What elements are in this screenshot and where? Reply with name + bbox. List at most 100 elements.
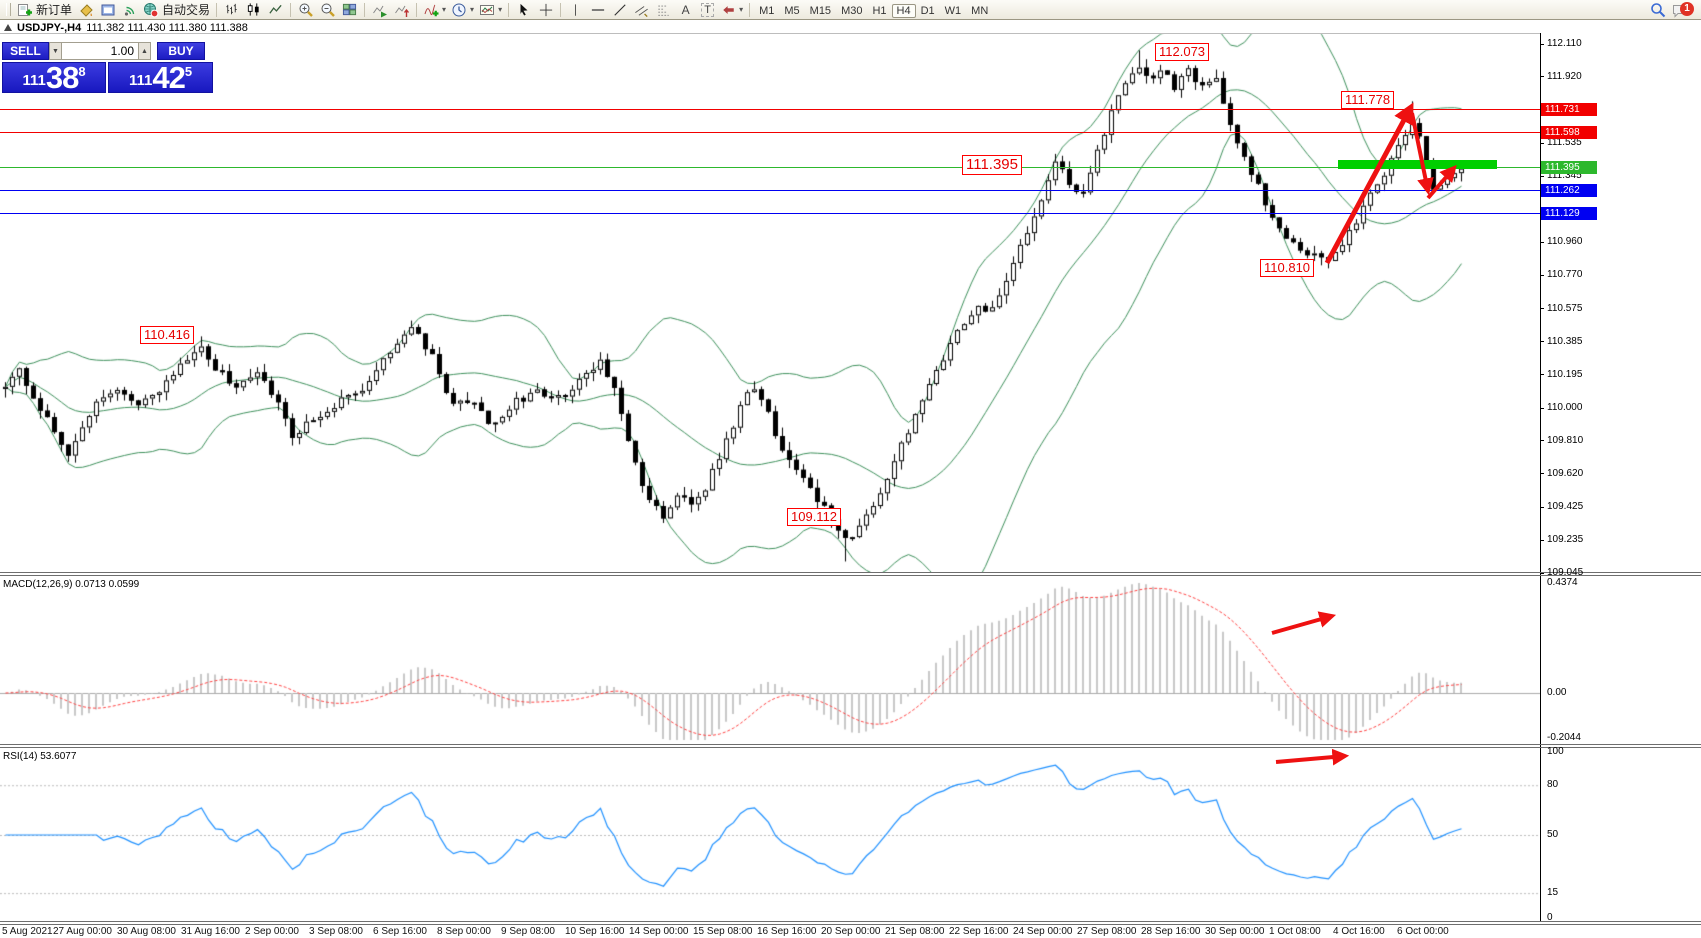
rsi-axis-label: 80	[1547, 779, 1559, 791]
time-axis-label: 6 Sep 16:00	[373, 926, 427, 937]
profiles-button[interactable]	[97, 1, 118, 18]
volume-input[interactable]: 1.00	[62, 42, 138, 60]
search-icon[interactable]	[1650, 2, 1666, 18]
tile-windows-icon	[342, 3, 357, 16]
price-level-line[interactable]	[0, 131, 1540, 133]
timeframe-M30[interactable]: M30	[841, 4, 863, 17]
toolbar-separator	[216, 2, 218, 17]
price-chart-canvas[interactable]	[0, 33, 1540, 572]
candlestick-chart-button[interactable]	[243, 1, 264, 18]
rsi-panel-canvas[interactable]	[0, 748, 1540, 920]
sell-button[interactable]: SELL	[2, 42, 49, 60]
notification-count-badge: 1	[1680, 1, 1694, 16]
timeframe-M15[interactable]: M15	[809, 4, 832, 17]
periods-button[interactable]: ▾	[449, 1, 476, 18]
zoom-out-icon	[321, 3, 335, 17]
new-order-button[interactable]: 新订单	[15, 1, 74, 18]
toolbar-grip[interactable]	[6, 3, 11, 16]
trendline-button[interactable]	[609, 1, 630, 18]
sell-price-display[interactable]: 111 38 8	[2, 62, 106, 93]
bar-chart-button[interactable]	[221, 1, 242, 18]
auto-trading-button[interactable]: 自动交易	[141, 1, 212, 18]
buy-button[interactable]: BUY	[157, 42, 205, 60]
y-axis-tick-label: 109.810	[1547, 434, 1584, 446]
auto-trading-icon	[144, 2, 159, 17]
zoom-in-icon	[299, 3, 313, 17]
highlight-zone[interactable]	[1338, 160, 1497, 169]
templates-button[interactable]: ▾	[477, 1, 504, 18]
clock-icon	[452, 3, 466, 16]
y-axis-tick	[1540, 76, 1544, 78]
auto-scroll-button[interactable]	[369, 1, 390, 18]
time-axis-label: 5 Aug 2021	[2, 926, 53, 937]
price-level-axis-label: 111.395	[1541, 161, 1597, 175]
fibonacci-button[interactable]	[653, 1, 674, 18]
timeframe-M1[interactable]: M1	[759, 4, 775, 17]
time-axis-label: 27 Sep 08:00	[1077, 926, 1137, 937]
panel-separator[interactable]	[0, 747, 1701, 748]
macd-axis-label: 0.00	[1547, 687, 1567, 698]
y-axis-tick-label: 111.535	[1547, 137, 1582, 149]
timeframe-MN[interactable]: MN	[971, 4, 989, 17]
zoom-out-button[interactable]	[317, 1, 338, 18]
ohlc-quote-text: 111.382 111.430 111.380 111.388	[86, 21, 248, 34]
price-annotation-label[interactable]: 109.112	[787, 508, 842, 526]
panel-separator[interactable]	[0, 575, 1701, 576]
time-axis-label: 30 Sep 00:00	[1205, 926, 1265, 937]
time-axis-label: 3 Sep 08:00	[309, 926, 363, 937]
equidistant-channel-icon	[635, 5, 648, 17]
horizontal-line-button[interactable]	[587, 1, 608, 18]
toolbar-separator	[749, 2, 751, 17]
text-label-button[interactable]: T	[697, 1, 718, 18]
time-axis-label: 9 Sep 08:00	[501, 926, 555, 937]
volume-increase-button[interactable]: ▲	[138, 42, 151, 60]
rsi-axis-label: 0	[1547, 912, 1553, 923]
macd-panel-canvas[interactable]	[0, 576, 1540, 744]
line-chart-button[interactable]	[265, 1, 286, 18]
zoom-in-button[interactable]	[295, 1, 316, 18]
price-annotation-label[interactable]: 111.395	[962, 155, 1022, 175]
timeframe-M5[interactable]: M5	[784, 4, 800, 17]
channel-button[interactable]	[631, 1, 652, 18]
indicators-button[interactable]: ▾	[421, 1, 448, 18]
time-axis-label: 27 Aug 00:00	[53, 926, 112, 937]
price-annotation-label[interactable]: 111.778	[1341, 91, 1395, 109]
y-axis-tick	[1540, 308, 1544, 310]
panel-separator[interactable]	[0, 572, 1701, 573]
text-tool-button[interactable]: A	[675, 1, 696, 18]
price-annotation-label[interactable]: 112.073	[1155, 43, 1210, 61]
crosshair-button[interactable]	[535, 1, 556, 18]
styles-button[interactable]	[75, 1, 96, 18]
time-axis-label: 30 Aug 08:00	[117, 926, 176, 937]
macd-axis-label: 0.4374	[1547, 577, 1578, 588]
timeframe-D1[interactable]: D1	[920, 4, 935, 17]
time-axis-label: 2 Sep 00:00	[245, 926, 299, 937]
price-level-line[interactable]	[0, 166, 1540, 168]
chart-shift-button[interactable]	[391, 1, 412, 18]
price-level-line[interactable]	[0, 212, 1540, 214]
buy-price-big: 42	[152, 60, 185, 95]
panel-separator	[0, 924, 1701, 925]
y-axis-tick	[1540, 175, 1544, 177]
price-annotation-label[interactable]: 110.810	[1260, 259, 1315, 277]
vertical-line-button[interactable]	[565, 1, 586, 18]
y-axis-tick-label: 110.575	[1547, 302, 1583, 314]
panel-separator[interactable]	[0, 744, 1701, 745]
time-axis-label: 24 Sep 00:00	[1013, 926, 1073, 937]
timeframe-H4[interactable]: H4	[891, 3, 916, 18]
cursor-button[interactable]	[513, 1, 534, 18]
buy-price-display[interactable]: 111 42 5	[108, 62, 213, 93]
y-axis-tick	[1540, 572, 1544, 574]
timeframe-H1[interactable]: H1	[872, 4, 887, 17]
signals-button[interactable]	[119, 1, 140, 18]
price-annotation-label[interactable]: 110.416	[140, 326, 195, 344]
price-level-line[interactable]	[0, 189, 1540, 191]
trendline-icon	[613, 3, 626, 16]
timeframe-W1[interactable]: W1	[944, 4, 962, 17]
price-level-line[interactable]	[0, 108, 1540, 110]
tile-windows-button[interactable]	[339, 1, 360, 18]
arrows-tool-button[interactable]: ▾	[719, 1, 745, 18]
volume-decrease-button[interactable]: ▼	[49, 42, 62, 60]
notifications-button[interactable]: 1	[1672, 1, 1694, 18]
